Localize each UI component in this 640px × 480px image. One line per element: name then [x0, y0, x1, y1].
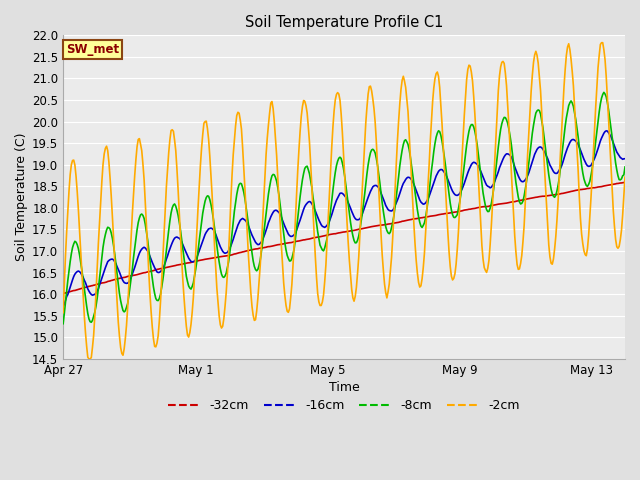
- Title: Soil Temperature Profile C1: Soil Temperature Profile C1: [245, 15, 444, 30]
- X-axis label: Time: Time: [329, 381, 360, 394]
- Text: SW_met: SW_met: [66, 43, 119, 57]
- Legend: -32cm, -16cm, -8cm, -2cm: -32cm, -16cm, -8cm, -2cm: [163, 395, 525, 418]
- Y-axis label: Soil Temperature (C): Soil Temperature (C): [15, 133, 28, 262]
